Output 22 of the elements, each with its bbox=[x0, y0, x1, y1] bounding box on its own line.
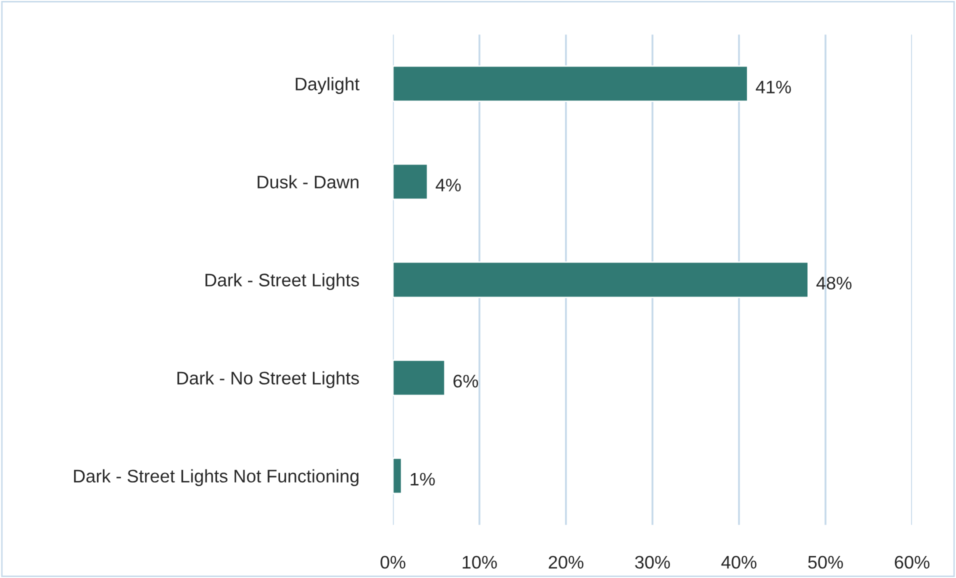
x-tick-label: 10% bbox=[462, 556, 497, 569]
data-label: 4% bbox=[436, 178, 461, 192]
bar bbox=[392, 457, 402, 494]
x-tick-label: 0% bbox=[380, 556, 406, 569]
x-tick-label: 30% bbox=[635, 556, 670, 569]
data-label: 41% bbox=[756, 80, 791, 94]
y-tick-label: Dusk - Dawn bbox=[258, 175, 358, 188]
bar bbox=[392, 359, 446, 396]
bar bbox=[392, 65, 748, 102]
y-tick-label: Dark - Street Lights Not Functioning bbox=[74, 469, 358, 486]
data-label: 1% bbox=[410, 472, 435, 486]
y-tick-label: Daylight bbox=[296, 77, 360, 94]
x-tick-label: 60% bbox=[894, 556, 930, 569]
bar bbox=[392, 261, 809, 298]
data-label: 48% bbox=[816, 276, 852, 290]
y-tick-label: Dark - No Street Lights bbox=[177, 371, 359, 388]
x-tick-label: 20% bbox=[548, 556, 584, 569]
bar bbox=[392, 163, 428, 200]
x-tick-label: 50% bbox=[808, 556, 843, 569]
x-tick-label: 40% bbox=[721, 556, 756, 569]
y-tick-label: Dark - Street Lights bbox=[206, 273, 359, 290]
data-label: 6% bbox=[454, 374, 478, 388]
